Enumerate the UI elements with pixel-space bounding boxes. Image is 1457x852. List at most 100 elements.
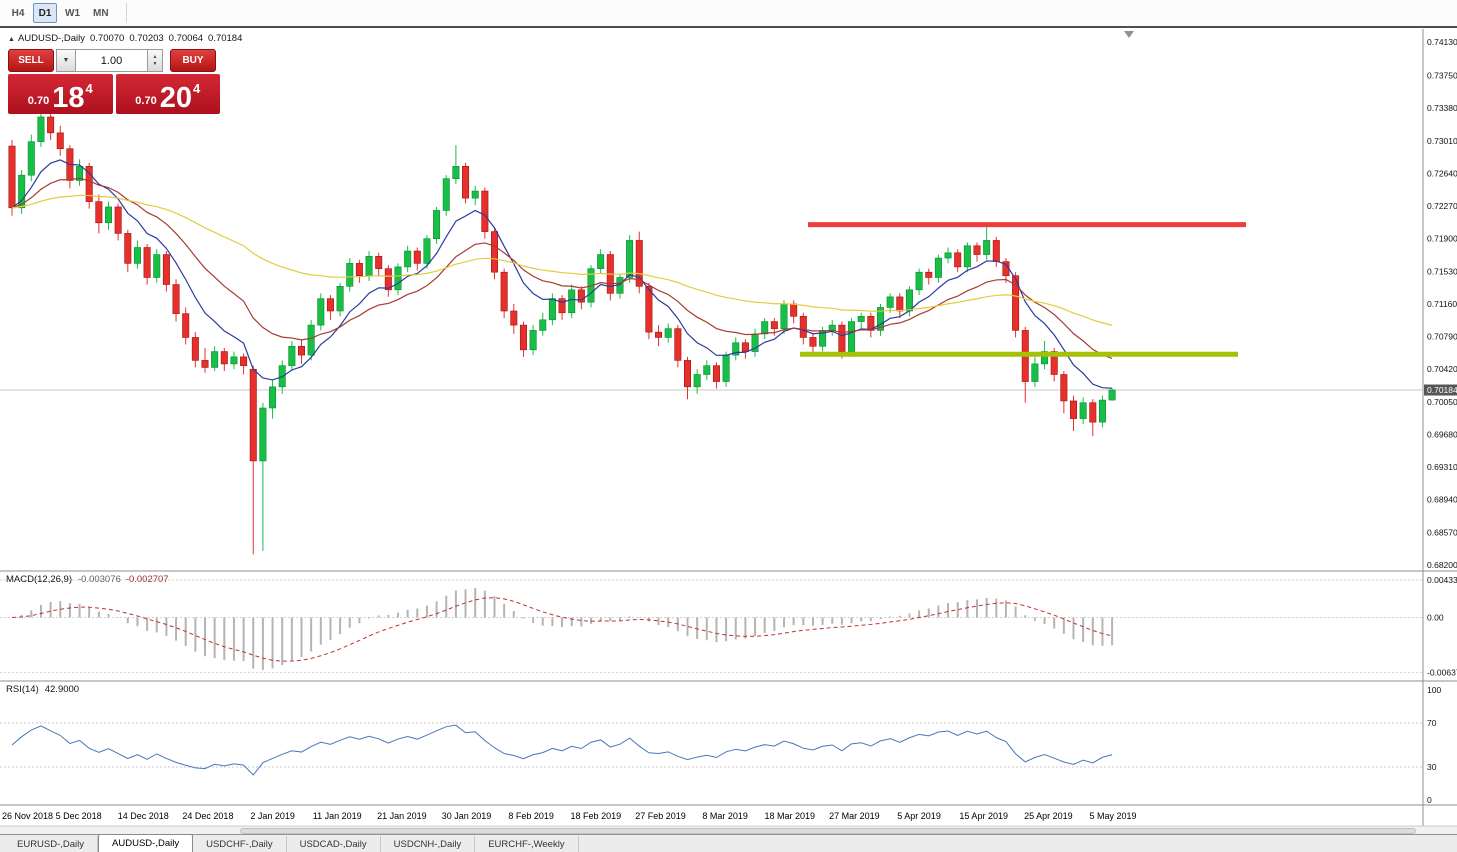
candle-body xyxy=(365,256,373,277)
candle-body xyxy=(838,324,846,352)
chart-window-icon: ▲ xyxy=(8,36,15,43)
candle-body xyxy=(172,284,180,314)
macd-axis-label: 0.00 xyxy=(1427,613,1444,623)
sell-price-tile[interactable]: 0.70 18 4 xyxy=(8,74,113,114)
candle-body xyxy=(539,319,547,331)
candle-body xyxy=(896,296,904,312)
candle-body xyxy=(519,324,527,351)
candle-body xyxy=(664,328,672,338)
tab-eurusd-daily[interactable]: EURUSD-,Daily xyxy=(4,836,99,852)
candle-body xyxy=(857,315,865,322)
time-axis-label: 11 Jan 2019 xyxy=(313,811,362,821)
time-axis-label: 18 Mar 2019 xyxy=(764,811,815,821)
sell-button[interactable]: SELL xyxy=(8,49,54,72)
price-axis-label: 0.68570 xyxy=(1427,527,1457,537)
time-axis-label: 5 Dec 2018 xyxy=(56,811,102,821)
horizontal-scrollbar-thumb[interactable] xyxy=(240,828,1416,834)
candle-body xyxy=(992,240,1000,262)
price-axis-label: 0.68940 xyxy=(1427,495,1457,505)
tab-audusd-daily[interactable]: AUDUSD-,Daily xyxy=(98,834,194,852)
volume-dropdown-button[interactable]: ▼ xyxy=(56,49,76,72)
tab-usdcnh-daily[interactable]: USDCNH-,Daily xyxy=(381,836,476,852)
candle-body xyxy=(355,263,363,277)
candle-body xyxy=(346,263,354,287)
price-axis-label: 0.73010 xyxy=(1427,136,1457,146)
timeframe-button-w1[interactable]: W1 xyxy=(65,7,80,19)
candle-body xyxy=(597,254,605,269)
time-axis-label: 2 Jan 2019 xyxy=(250,811,295,821)
volume-input[interactable]: 1.00 xyxy=(76,49,148,72)
candle-body xyxy=(124,233,132,264)
price-axis-label: 0.72270 xyxy=(1427,201,1457,211)
candle-body xyxy=(442,178,450,211)
candle-body xyxy=(259,407,267,462)
candle-body xyxy=(394,266,402,291)
horizontal-scrollbar[interactable] xyxy=(0,826,1457,834)
candle-body xyxy=(288,345,296,366)
candle-body xyxy=(384,268,392,291)
candle-body xyxy=(375,256,383,269)
candle-body xyxy=(780,303,788,329)
price-axis-label: 0.70790 xyxy=(1427,332,1457,342)
candle-body xyxy=(944,252,952,259)
candle-body xyxy=(558,298,566,314)
time-axis-label: 26 Nov 2018 xyxy=(2,811,53,821)
ma-line-fast xyxy=(11,159,1113,389)
candle-body xyxy=(770,321,778,329)
candle-body xyxy=(828,324,836,331)
candle-body xyxy=(423,238,431,264)
rsi-axis-label: 70 xyxy=(1427,718,1437,728)
buy-price-tile[interactable]: 0.70 20 4 xyxy=(115,74,220,114)
candle-body xyxy=(635,240,643,287)
time-axis-label: 25 Apr 2019 xyxy=(1024,811,1073,821)
candle-body xyxy=(1012,275,1020,331)
candle-body xyxy=(655,331,663,338)
symbol-title: AUDUSD-,Daily xyxy=(17,33,85,44)
macd-signal-value: -0.002707 xyxy=(125,574,169,585)
timeframe-button-h4[interactable]: H4 xyxy=(11,7,25,19)
time-axis-label: 21 Jan 2019 xyxy=(377,811,427,821)
candle-body xyxy=(143,247,151,278)
candle-body xyxy=(1050,351,1058,375)
tab-usdcad-daily[interactable]: USDCAD-,Daily xyxy=(287,836,381,852)
candle-body xyxy=(471,190,479,199)
price-axis-label: 0.70420 xyxy=(1427,364,1457,374)
candle-body xyxy=(983,240,991,255)
candle-body xyxy=(249,368,257,462)
timeframe-button-mn[interactable]: MN xyxy=(93,7,109,19)
macd-title: MACD(12,26,9) xyxy=(6,574,72,585)
candle-body xyxy=(954,252,962,268)
candle-body xyxy=(1108,389,1116,401)
candle-body xyxy=(133,247,141,264)
candle-body xyxy=(481,190,489,232)
candle-body xyxy=(674,328,682,361)
candle-body xyxy=(568,289,576,314)
rsi-title: RSI(14) xyxy=(6,684,39,695)
price-axis-label: 0.69680 xyxy=(1427,429,1457,439)
price-axis-label: 0.68200 xyxy=(1427,560,1457,570)
time-axis-label: 18 Feb 2019 xyxy=(571,811,622,821)
candle-body xyxy=(1060,374,1068,402)
timeframe-button-d1[interactable]: D1 xyxy=(33,3,57,23)
time-axis-label: 14 Dec 2018 xyxy=(118,811,169,821)
candle-body xyxy=(8,145,16,209)
ohlc-low: 0.70064 xyxy=(168,33,204,44)
candle-body xyxy=(317,298,325,326)
buy-button[interactable]: BUY xyxy=(170,49,216,72)
candle-body xyxy=(269,386,277,409)
time-axis-label: 8 Feb 2019 xyxy=(508,811,554,821)
chart-tabs-bar: EURUSD-,Daily AUDUSD-,Daily USDCHF-,Daily U… xyxy=(0,834,1457,852)
chart-symbol-header: ▲ AUDUSD-,Daily 0.70070 0.70203 0.70064 0.701… xyxy=(8,33,242,44)
tab-eurchf-weekly[interactable]: EURCHF-,Weekly xyxy=(475,836,579,852)
candle-body xyxy=(963,245,971,268)
tab-usdchf-daily[interactable]: USDCHF-,Daily xyxy=(193,836,287,852)
ma-line-slow xyxy=(11,194,1113,326)
time-axis-label: 8 Mar 2019 xyxy=(702,811,748,821)
volume-stepper[interactable]: ▲ ▼ xyxy=(148,49,163,72)
candle-body xyxy=(886,296,894,308)
macd-axis-label: 0.004331 xyxy=(1427,575,1457,585)
rsi-axis-label: 100 xyxy=(1427,685,1441,695)
candle-body xyxy=(1089,402,1097,423)
candle-body xyxy=(645,286,653,333)
